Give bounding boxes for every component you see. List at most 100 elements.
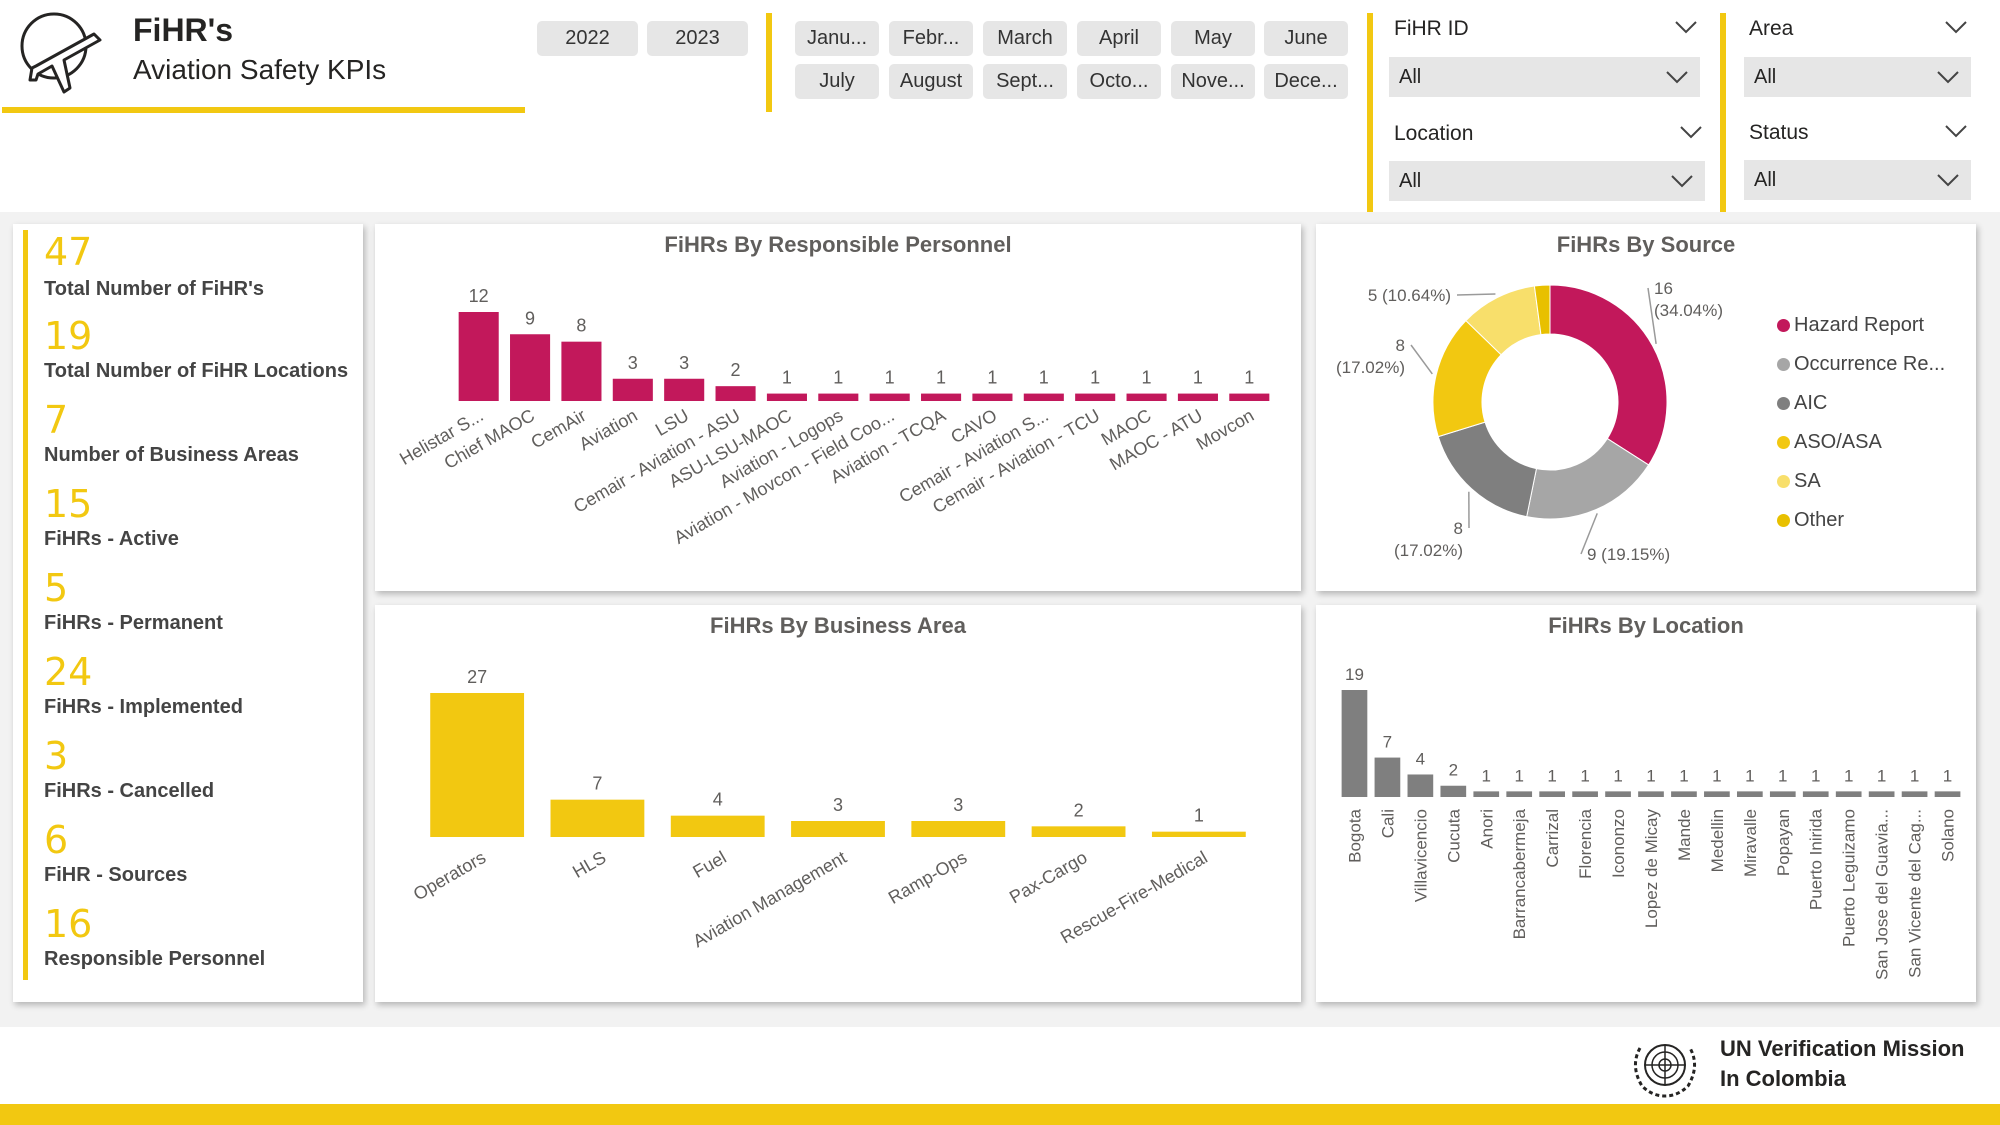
data-label: 1 bbox=[1745, 766, 1754, 785]
data-label: 16 (34.04%) bbox=[1654, 279, 1723, 320]
legend-item[interactable]: Occurrence Re... bbox=[1777, 353, 1945, 376]
bar[interactable] bbox=[1704, 791, 1730, 797]
month-button-october[interactable]: Octo... bbox=[1077, 64, 1161, 99]
chevron-down-icon bbox=[1937, 71, 1959, 84]
data-label: 19 bbox=[1345, 665, 1364, 684]
bar[interactable] bbox=[1023, 393, 1064, 401]
status-dropdown[interactable]: All bbox=[1744, 160, 1971, 200]
chevron-down-icon[interactable] bbox=[1680, 125, 1702, 139]
bar[interactable] bbox=[1605, 791, 1631, 797]
bar[interactable] bbox=[664, 378, 705, 401]
location-slicer-title: Location bbox=[1394, 122, 1474, 145]
source-chart-card: FiHRs By Source 16 (34.04%) 9 (19.15%) 8 (17… bbox=[1316, 224, 1976, 591]
chevron-down-icon[interactable] bbox=[1675, 20, 1697, 34]
bar[interactable] bbox=[1440, 785, 1467, 797]
bar[interactable] bbox=[1868, 791, 1895, 797]
legend-item[interactable]: Hazard Report bbox=[1777, 314, 1924, 337]
legend-item[interactable]: AIC bbox=[1777, 392, 1827, 415]
bar[interactable] bbox=[1901, 791, 1928, 797]
bar[interactable] bbox=[1671, 791, 1697, 797]
bar[interactable] bbox=[1374, 757, 1401, 797]
month-button-november[interactable]: Nove... bbox=[1171, 64, 1255, 99]
month-button-april[interactable]: April bbox=[1077, 21, 1161, 56]
bar[interactable] bbox=[1407, 774, 1434, 797]
bar[interactable] bbox=[869, 393, 910, 401]
bar[interactable] bbox=[1126, 393, 1167, 401]
location-value: All bbox=[1399, 169, 1422, 192]
chart-title: FiHRs By Source bbox=[1556, 232, 1736, 257]
legend-item[interactable]: Other bbox=[1777, 509, 1844, 532]
legend-label: SA bbox=[1794, 470, 1821, 492]
bar[interactable] bbox=[1075, 393, 1116, 401]
bar[interactable] bbox=[1229, 393, 1270, 401]
month-button-july[interactable]: July bbox=[795, 64, 879, 99]
month-button-september[interactable]: Sept... bbox=[983, 64, 1067, 99]
bar[interactable] bbox=[670, 815, 765, 837]
kpi-accent-bar bbox=[23, 230, 28, 980]
month-button-december[interactable]: Dece... bbox=[1264, 64, 1348, 99]
bar[interactable] bbox=[1473, 791, 1500, 797]
pie-slice[interactable] bbox=[1533, 284, 1551, 336]
data-label: 1 bbox=[1877, 766, 1886, 785]
data-label: 1 bbox=[833, 368, 843, 388]
chevron-down-icon[interactable] bbox=[1945, 124, 1967, 138]
chevron-down-icon bbox=[1671, 175, 1693, 188]
kpi-value: 16 bbox=[44, 902, 93, 946]
bar[interactable] bbox=[1769, 791, 1796, 797]
month-button-june[interactable]: June bbox=[1264, 21, 1348, 56]
data-label: 1 bbox=[1244, 368, 1254, 388]
legend-item[interactable]: ASO/ASA bbox=[1777, 431, 1882, 454]
year-button-2022[interactable]: 2022 bbox=[537, 21, 638, 56]
legend-item[interactable]: SA bbox=[1777, 470, 1821, 493]
bar[interactable] bbox=[1638, 791, 1664, 797]
bar[interactable] bbox=[430, 693, 525, 837]
month-button-august[interactable]: August bbox=[889, 64, 973, 99]
bar[interactable] bbox=[510, 334, 551, 401]
bar[interactable] bbox=[1802, 791, 1829, 797]
month-button-may[interactable]: May bbox=[1171, 21, 1255, 56]
organization-name-line2: In Colombia bbox=[1720, 1066, 1846, 1091]
bar[interactable] bbox=[1539, 791, 1566, 797]
bar[interactable] bbox=[715, 386, 756, 401]
chevron-down-icon[interactable] bbox=[1945, 20, 1967, 34]
axis-tick-label: Florencia bbox=[1576, 808, 1595, 878]
data-label: 1 bbox=[1943, 766, 1952, 785]
pie-slice[interactable] bbox=[1549, 284, 1668, 466]
bar[interactable] bbox=[1031, 826, 1126, 837]
month-button-february[interactable]: Febr... bbox=[889, 21, 973, 56]
data-label: 8 (17.02%) bbox=[1336, 336, 1405, 377]
airplane-globe-icon bbox=[20, 12, 102, 94]
location-dropdown[interactable]: All bbox=[1389, 161, 1705, 201]
pie-slice[interactable] bbox=[1437, 421, 1538, 518]
footer-bar bbox=[0, 1104, 2000, 1125]
bar[interactable] bbox=[1506, 791, 1533, 797]
data-label: 4 bbox=[713, 790, 723, 810]
bar[interactable] bbox=[972, 393, 1013, 401]
kpi-label: FiHRs - Permanent bbox=[44, 612, 223, 634]
month-button-march[interactable]: March bbox=[983, 21, 1067, 56]
bar[interactable] bbox=[458, 312, 499, 401]
bar[interactable] bbox=[1572, 791, 1598, 797]
bar[interactable] bbox=[791, 821, 885, 837]
bar[interactable] bbox=[1177, 393, 1218, 401]
axis-tick-label: Popayan bbox=[1774, 809, 1793, 876]
fihr-id-dropdown[interactable]: All bbox=[1389, 57, 1700, 97]
bar[interactable] bbox=[561, 341, 602, 401]
bar[interactable] bbox=[766, 393, 807, 401]
bar[interactable] bbox=[550, 799, 645, 837]
bar[interactable] bbox=[1341, 690, 1368, 797]
bar[interactable] bbox=[921, 393, 962, 401]
bar[interactable] bbox=[911, 821, 1006, 837]
bar[interactable] bbox=[818, 393, 859, 401]
bar[interactable] bbox=[1151, 831, 1246, 837]
axis-tick-label: Aviation bbox=[576, 405, 641, 454]
bar[interactable] bbox=[1736, 791, 1763, 797]
bar[interactable] bbox=[612, 378, 653, 401]
bar[interactable] bbox=[1835, 791, 1862, 797]
year-button-2023[interactable]: 2023 bbox=[647, 21, 748, 56]
area-dropdown[interactable]: All bbox=[1744, 57, 1971, 97]
bar[interactable] bbox=[1934, 791, 1961, 797]
data-label: 1 bbox=[1547, 766, 1556, 785]
month-button-january[interactable]: Janu... bbox=[795, 21, 879, 56]
